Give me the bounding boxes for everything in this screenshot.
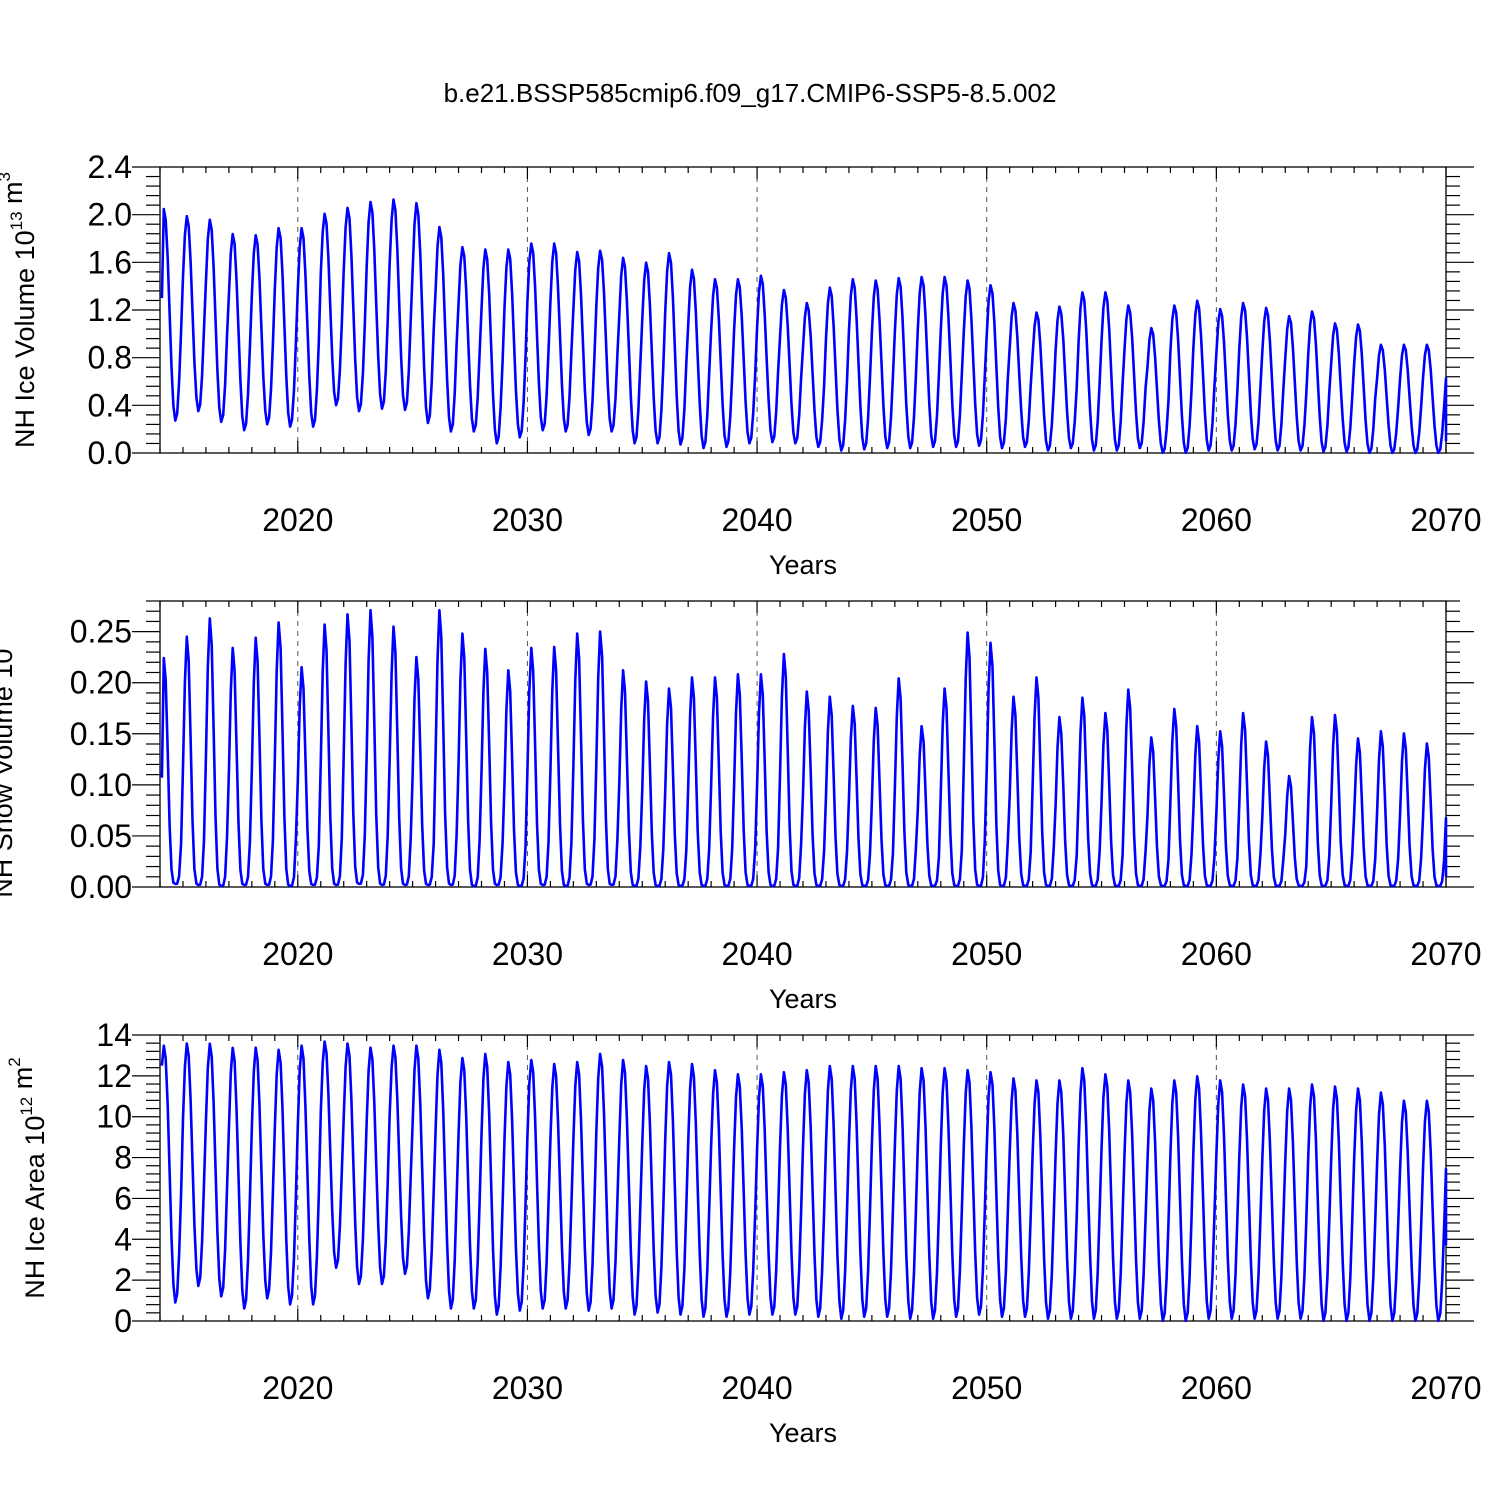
y-tick-label: 0.4 xyxy=(88,387,132,423)
y-tick-label: 0.0 xyxy=(88,435,132,471)
x-tick-label: 2070 xyxy=(1410,1370,1481,1406)
y-tick-label: 2.0 xyxy=(88,197,132,233)
x-tick-label: 2050 xyxy=(951,502,1022,538)
series-line-snow-volume xyxy=(160,608,1448,888)
y-axis-label-part: NH Snow Volume 10 xyxy=(0,649,18,898)
y-axis-label-superscript: 13 xyxy=(7,211,26,230)
y-axis-label: NH Snow Volume 1013 m3 xyxy=(0,590,18,898)
x-tick-label: 2030 xyxy=(492,1370,563,1406)
y-tick-label: 0.10 xyxy=(70,767,132,803)
x-tick-label: 2040 xyxy=(721,502,792,538)
y-axis-label-part: m xyxy=(8,1067,38,1097)
y-tick-label: 0.8 xyxy=(88,340,132,376)
x-tick-label: 2040 xyxy=(721,936,792,972)
y-axis-label-part: m xyxy=(0,600,6,630)
y-axis-label: NH Ice Area 1012 m2 xyxy=(5,1057,50,1298)
x-tick-label: 2070 xyxy=(1410,936,1481,972)
y-tick-label: 1.6 xyxy=(88,244,132,280)
x-tick-label: 2060 xyxy=(1181,936,1252,972)
y-tick-label: 1.2 xyxy=(88,292,132,328)
x-tick-label: 2060 xyxy=(1181,502,1252,538)
panel-ice-area: 0 2 4 6 8 10 12 14 2020 2030 2040 2050 2060 2070 Years… xyxy=(5,1017,1482,1448)
y-tick-label: 8 xyxy=(114,1140,132,1176)
y-axis-label-superscript: 3 xyxy=(0,172,14,181)
y-tick-label: 14 xyxy=(96,1017,132,1053)
panel-ice-volume: 0.0 0.4 0.8 1.2 1.6 2.0 2.4 2020 2030 2040 2050 206… xyxy=(0,149,1482,580)
x-tick-label: 2020 xyxy=(262,502,333,538)
y-axis-label-superscript: 12 xyxy=(17,1097,36,1116)
x-tick-label: 2070 xyxy=(1410,502,1481,538)
y-tick-label: 0.00 xyxy=(70,869,132,905)
series-line-ice-area xyxy=(160,1040,1448,1323)
y-tick-label: 0.15 xyxy=(70,716,132,752)
x-tick-label: 2020 xyxy=(262,936,333,972)
y-tick-label: 6 xyxy=(114,1180,132,1216)
y-axis-label-superscript: 2 xyxy=(5,1057,24,1066)
y-tick-label: 12 xyxy=(96,1058,132,1094)
x-axis-label: Years xyxy=(769,1418,837,1448)
x-tick-label: 2060 xyxy=(1181,1370,1252,1406)
y-axis-label-part: NH Ice Volume 10 xyxy=(10,230,40,448)
y-tick-label: 0 xyxy=(114,1303,132,1339)
y-axis-label-part: m xyxy=(0,181,28,211)
y-tick-label: 0.20 xyxy=(70,665,132,701)
y-axis-label-superscript: 13 xyxy=(0,630,4,649)
panel-snow-volume: 0.00 0.05 0.10 0.15 0.20 0.25 2020 2030 2040 2050… xyxy=(0,590,1482,1014)
figure-title: b.e21.BSSP585cmip6.f09_g17.CMIP6-SSP5-8.… xyxy=(444,78,1057,108)
y-tick-label: 2 xyxy=(114,1262,132,1298)
y-tick-label: 10 xyxy=(96,1099,132,1135)
y-tick-label: 4 xyxy=(114,1221,132,1257)
x-tick-label: 2020 xyxy=(262,1370,333,1406)
x-axis-label: Years xyxy=(769,550,837,580)
y-tick-label: 2.4 xyxy=(88,149,132,185)
x-tick-label: 2040 xyxy=(721,1370,792,1406)
y-tick-label: 0.05 xyxy=(70,818,132,854)
series-line-ice-volume xyxy=(160,198,1448,455)
y-axis-label-part: NH Ice Area 10 xyxy=(20,1116,50,1299)
x-axis-label: Years xyxy=(769,984,837,1014)
x-tick-label: 2030 xyxy=(492,502,563,538)
y-axis-label: NH Ice Volume 1013 m3 xyxy=(0,172,40,448)
x-tick-label: 2050 xyxy=(951,936,1022,972)
y-tick-label: 0.25 xyxy=(70,614,132,650)
x-tick-label: 2050 xyxy=(951,1370,1022,1406)
x-tick-label: 2030 xyxy=(492,936,563,972)
